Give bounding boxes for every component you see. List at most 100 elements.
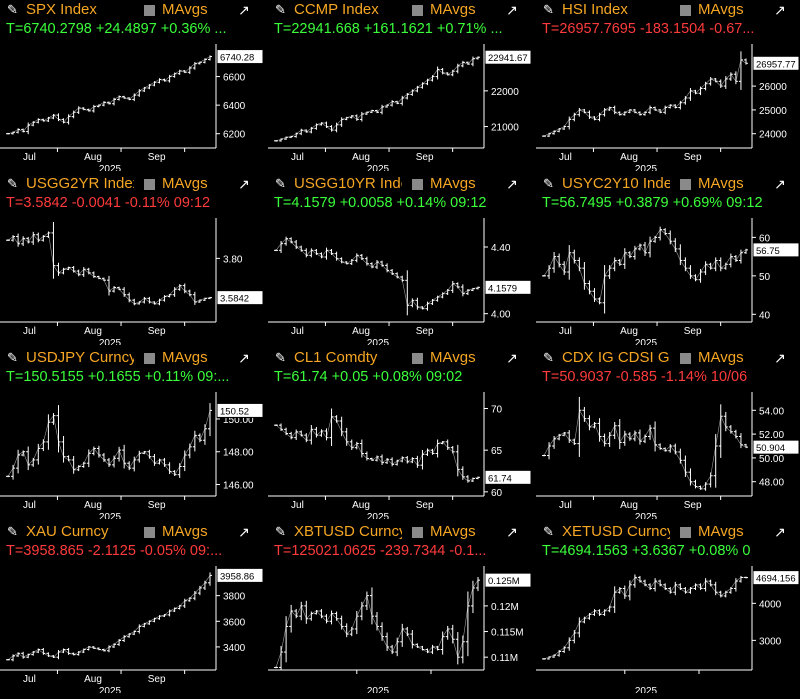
x-tick-label: Sep [148, 674, 166, 685]
mavgs-checkbox[interactable] [412, 5, 423, 16]
mavgs-checkbox[interactable] [412, 179, 423, 190]
security-title[interactable]: XAU Curncy [26, 523, 109, 540]
expand-icon[interactable]: ↗ [238, 176, 250, 192]
mavgs-checkbox[interactable] [144, 5, 155, 16]
price-chart[interactable]: 48.00 50.00 52.00 54.00 Jul Aug Sep 2025 50.904 [536, 392, 800, 519]
pencil-icon[interactable]: ✎ [543, 524, 554, 539]
y-tick-label: 4.40 [491, 243, 511, 254]
expand-icon[interactable]: ↗ [774, 524, 786, 540]
pencil-icon[interactable]: ✎ [275, 176, 286, 191]
mavgs-label[interactable]: MAvgs [698, 349, 744, 366]
mavgs-label[interactable]: MAvgs [698, 175, 744, 192]
y-tick-label: 150.00 [223, 415, 254, 426]
mavgs-label[interactable]: MAvgs [698, 1, 744, 18]
last-price-text: 3958.86 [220, 571, 254, 582]
expand-icon[interactable]: ↗ [774, 350, 786, 366]
expand-icon[interactable]: ↗ [774, 176, 786, 192]
last-price-quote: T=125021.0625 -239.7344 -0.1... [274, 543, 487, 559]
mavgs-checkbox[interactable] [680, 179, 691, 190]
price-chart[interactable]: 146.00 148.00 150.00 Jul Aug Sep 2025 150.52 [0, 392, 264, 519]
y-tick-label: 3.80 [223, 254, 243, 265]
security-title[interactable]: XETUSD Curncy [562, 523, 670, 540]
price-line [7, 575, 211, 660]
last-price-quote: T=61.74 +0.05 +0.08% 09:02 [274, 369, 463, 385]
expand-icon[interactable]: ↗ [506, 524, 518, 540]
mavgs-checkbox[interactable] [412, 353, 423, 364]
pencil-icon[interactable]: ✎ [275, 524, 286, 539]
pencil-icon[interactable]: ✎ [7, 176, 18, 191]
security-title[interactable]: CL1 Comdty [294, 349, 378, 366]
last-price-label: 56.75 [752, 242, 800, 258]
expand-icon[interactable]: ↗ [238, 524, 250, 540]
mavgs-label[interactable]: MAvgs [430, 523, 476, 540]
pencil-icon[interactable]: ✎ [543, 2, 554, 17]
mavgs-checkbox[interactable] [680, 527, 691, 538]
pencil-icon[interactable]: ✎ [7, 524, 18, 539]
x-tick-label: Jul [291, 326, 304, 337]
mavgs-label[interactable]: MAvgs [430, 349, 476, 366]
last-price-text: 4694.156 [756, 574, 796, 585]
expand-icon[interactable]: ↗ [238, 350, 250, 366]
mavgs-checkbox[interactable] [144, 353, 155, 364]
pencil-icon[interactable]: ✎ [275, 350, 286, 365]
price-line [543, 229, 747, 304]
security-title[interactable]: USYC2Y10 Index [562, 175, 670, 192]
security-title[interactable]: CCMP Index [294, 1, 379, 18]
security-title[interactable]: HSI Index [562, 1, 628, 18]
y-tick-label: 6600 [223, 73, 246, 84]
pencil-icon[interactable]: ✎ [7, 2, 18, 17]
price-chart[interactable]: 6200 6400 6600 Jul Aug Sep 2025 6740.28 [0, 44, 264, 171]
security-title[interactable]: XBTUSD Curncy [294, 523, 402, 540]
price-line [7, 56, 211, 134]
mavgs-checkbox[interactable] [412, 527, 423, 538]
mavgs-label[interactable]: MAvgs [162, 523, 208, 540]
price-chart[interactable]: 3000 4000 2025 4694.156 [536, 566, 800, 693]
price-chart[interactable]: 3.80 Jul Aug Sep 2025 3.5842 [0, 218, 264, 345]
mavgs-label[interactable]: MAvgs [162, 1, 208, 18]
security-title[interactable]: SPX Index [26, 1, 97, 18]
price-chart[interactable]: 21000 22000 Jul Aug Sep 2025 22941.67 [268, 44, 532, 171]
expand-icon[interactable]: ↗ [506, 350, 518, 366]
mavgs-label[interactable]: MAvgs [698, 523, 744, 540]
panel-header: ✎ USDJPY Curncy MAvgs ↗ [0, 348, 264, 369]
last-price-quote: T=22941.668 +161.1621 +0.71% ... [274, 21, 503, 37]
mavgs-label[interactable]: MAvgs [430, 175, 476, 192]
security-title[interactable]: CDX IG CDSI GEN [562, 349, 670, 366]
last-price-quote: T=4.1579 +0.0058 +0.14% 09:12 [274, 195, 487, 211]
chart-panel: ✎ HSI Index MAvgs ↗ T=26957.7695 -183.1504 -… [536, 0, 800, 171]
y-tick-label: 6200 [223, 130, 246, 141]
last-price-label: 50.904 [752, 439, 800, 455]
expand-icon[interactable]: ↗ [506, 176, 518, 192]
panel-header: ✎ USGG10YR Index MAvgs ↗ [268, 174, 532, 195]
y-tick-label: 48.00 [759, 478, 784, 489]
price-chart[interactable]: 24000 25000 26000 Jul Aug Sep 2025 26957.77 [536, 44, 800, 171]
mavgs-checkbox[interactable] [144, 527, 155, 538]
expand-icon[interactable]: ↗ [774, 2, 786, 18]
x-tick-label: Sep [148, 152, 166, 163]
expand-icon[interactable]: ↗ [506, 2, 518, 18]
mavgs-label[interactable]: MAvgs [162, 349, 208, 366]
mavgs-label[interactable]: MAvgs [430, 1, 476, 18]
last-price-text: 22941.67 [488, 53, 528, 64]
security-title[interactable]: USDJPY Curncy [26, 349, 134, 366]
security-title[interactable]: USGG2YR Index [26, 175, 134, 192]
last-price-text: 56.75 [756, 246, 780, 257]
pencil-icon[interactable]: ✎ [543, 350, 554, 365]
pencil-icon[interactable]: ✎ [7, 350, 18, 365]
security-title[interactable]: USGG10YR Index [294, 175, 402, 192]
price-chart[interactable]: 40 50 60 Jul Aug Sep 2025 56.75 [536, 218, 800, 345]
chart-panel: ✎ XETUSD Curncy MAvgs ↗ T=4694.1563 +3.6367 … [536, 522, 800, 693]
pencil-icon[interactable]: ✎ [543, 176, 554, 191]
price-chart[interactable]: 60 65 70 Jul Aug Sep 2025 61.74 [268, 392, 532, 519]
price-chart[interactable]: 4.00 4.40 Jul Aug Sep 2025 4.1579 [268, 218, 532, 345]
pencil-icon[interactable]: ✎ [275, 2, 286, 17]
chart-panel: ✎ USDJPY Curncy MAvgs ↗ T=150.5155 +0.1655 +… [0, 348, 264, 519]
expand-icon[interactable]: ↗ [238, 2, 250, 18]
mavgs-checkbox[interactable] [680, 353, 691, 364]
price-chart[interactable]: 3400 3600 3800 Jul Aug Sep 2025 3958.86 [0, 566, 264, 693]
mavgs-checkbox[interactable] [680, 5, 691, 16]
mavgs-label[interactable]: MAvgs [162, 175, 208, 192]
x-tick-label: Sep [416, 500, 434, 511]
mavgs-checkbox[interactable] [144, 179, 155, 190]
